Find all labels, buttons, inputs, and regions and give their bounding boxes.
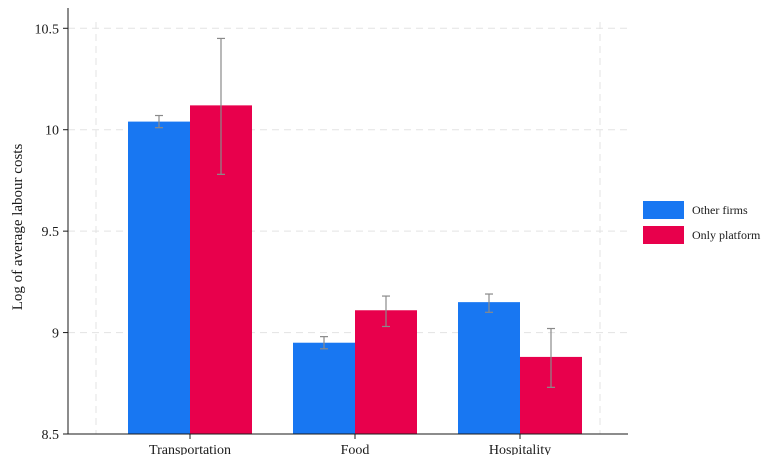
x-tick-labels: Transportation Food Hospitality (149, 434, 551, 455)
y-tick-label: 9 (52, 327, 59, 342)
bar-other-firms-food (293, 342, 355, 434)
legend: Other firms Only platform (643, 201, 761, 244)
bar-other-firms-transportation (128, 121, 190, 434)
y-tick-label: 8.5 (42, 428, 60, 443)
x-tick-label: Transportation (149, 443, 231, 455)
y-tick-label: 10.5 (35, 22, 60, 37)
legend-label: Only platform (692, 228, 761, 242)
bars (128, 105, 582, 434)
legend-swatch (643, 201, 684, 219)
y-ticks: 8.5 9 9.5 10 10.5 (35, 22, 68, 443)
y-axis-title: Log of average labour costs (10, 144, 26, 311)
grid-lines (68, 22, 628, 434)
y-tick-label: 9.5 (42, 225, 60, 240)
error-bars (155, 37, 555, 388)
x-tick-label: Hospitality (489, 443, 551, 455)
bar-other-firms-hospitality (458, 302, 520, 434)
legend-swatch (643, 226, 684, 244)
bar-only-platform-food (355, 310, 417, 434)
x-tick-label: Food (341, 443, 370, 455)
y-tick-label: 10 (45, 124, 59, 139)
legend-label: Other firms (692, 203, 748, 217)
